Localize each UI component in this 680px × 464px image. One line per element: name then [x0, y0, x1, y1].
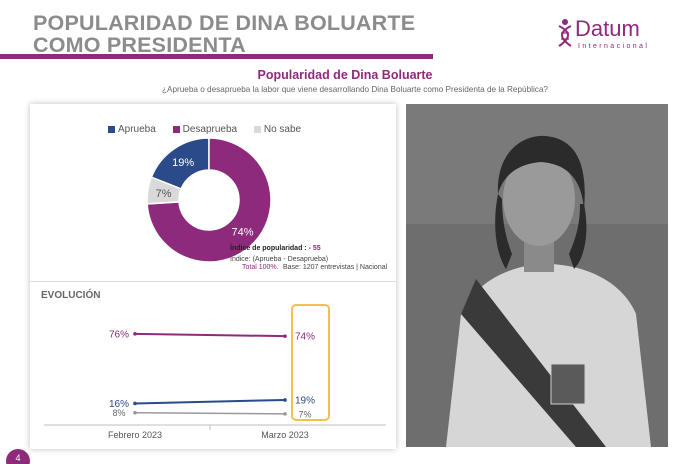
donut-slice-desaprueba [146, 137, 272, 263]
donut-label-aprueba: 19% [172, 157, 194, 169]
chart-panel: Aprueba Desaprueba No sabe 19% 74% 7% Índi… [30, 104, 396, 449]
legend-swatch-aprueba [108, 126, 115, 133]
datum-logo: Datum Internacional [556, 16, 668, 56]
series-point-nosabe-0 [133, 410, 137, 415]
data-label-desaprueba-0: 76% [109, 329, 129, 340]
chart-subtitle: ¿Aprueba o desaprueba la labor que viene… [162, 85, 548, 94]
series-line-nosabe [134, 411, 286, 415]
data-label-nosabe-0: 8% [112, 408, 125, 418]
legend-swatch-nosabe [253, 126, 261, 133]
data-label-aprueba-1: 19% [295, 395, 315, 406]
data-label-aprueba-0: 16% [109, 399, 129, 410]
president-portrait [406, 104, 668, 447]
legend-item-aprueba: Aprueba [108, 124, 156, 135]
series-line-desaprueba [134, 332, 286, 338]
series-point-desaprueba-1 [283, 334, 287, 338]
evolucion-title: EVOLUCIÓN [41, 290, 101, 301]
indice-line: Índice de popularidad : - 55 [230, 244, 328, 255]
legend-label-aprueba: Aprueba [118, 124, 156, 135]
indice-label: Índice de popularidad : [230, 245, 307, 252]
legend-label-nosabe: No sabe [263, 124, 302, 135]
data-label-nosabe-1: 7% [298, 409, 311, 419]
indice-formula: Índice: (Aprueba - Desaprueba) [230, 255, 329, 263]
legend-label-desaprueba: Desaprueba [182, 124, 238, 135]
indice-value: - 55 [308, 245, 321, 252]
logo-subtitle: Internacional [578, 43, 650, 50]
series-point-nosabe-1 [283, 412, 287, 416]
legend-item-desaprueba: Desaprueba [172, 124, 238, 135]
page-title: POPULARIDAD DE DINA BOLUARTE COMO PRESID… [33, 12, 415, 56]
legend-item-nosabe: No sabe [253, 124, 302, 135]
series-line-aprueba [134, 398, 286, 405]
base-note: Base: 1207 entrevistas | Nacional [283, 264, 388, 271]
header-accent-bar [0, 54, 433, 59]
page-title-line1: POPULARIDAD DE DINA BOLUARTE [33, 11, 416, 35]
president-photo [406, 104, 668, 447]
series-point-aprueba-0 [133, 401, 137, 406]
data-label-desaprueba-1: 74% [295, 332, 315, 343]
series-point-desaprueba-0 [133, 332, 137, 336]
notes: Índice de popularidad : - 55 Índice: (Ap… [230, 244, 328, 265]
legend-swatch-desaprueba [172, 126, 180, 133]
marzo-highlight-box [291, 304, 330, 421]
dna-icon [558, 19, 572, 47]
x-tick-label-1: Marzo 2023 [261, 430, 309, 440]
donut-slice-nosabe [146, 176, 183, 205]
donut-label-desaprueba: 74% [232, 226, 254, 238]
chart-title: Popularidad de Dina Boluarte [257, 68, 433, 82]
section-divider [30, 281, 396, 282]
total-note: Total 100%. [242, 264, 279, 271]
x-tick-label-0: Febrero 2023 [108, 430, 162, 440]
logo-name: Datum [575, 16, 640, 41]
page-title-line2: COMO PRESIDENTA [33, 33, 246, 57]
donut-chart: 19% 74% 7% [146, 137, 272, 263]
evolution-line-chart: Febrero 2023 Marzo 2023 76% 74% 16% 19% 8% 7% [44, 329, 386, 440]
series-point-aprueba-1 [283, 398, 287, 402]
donut-label-nosabe: 7% [156, 188, 172, 200]
donut-legend: Aprueba Desaprueba No sabe [108, 124, 315, 136]
page-number: 4 [6, 449, 30, 464]
